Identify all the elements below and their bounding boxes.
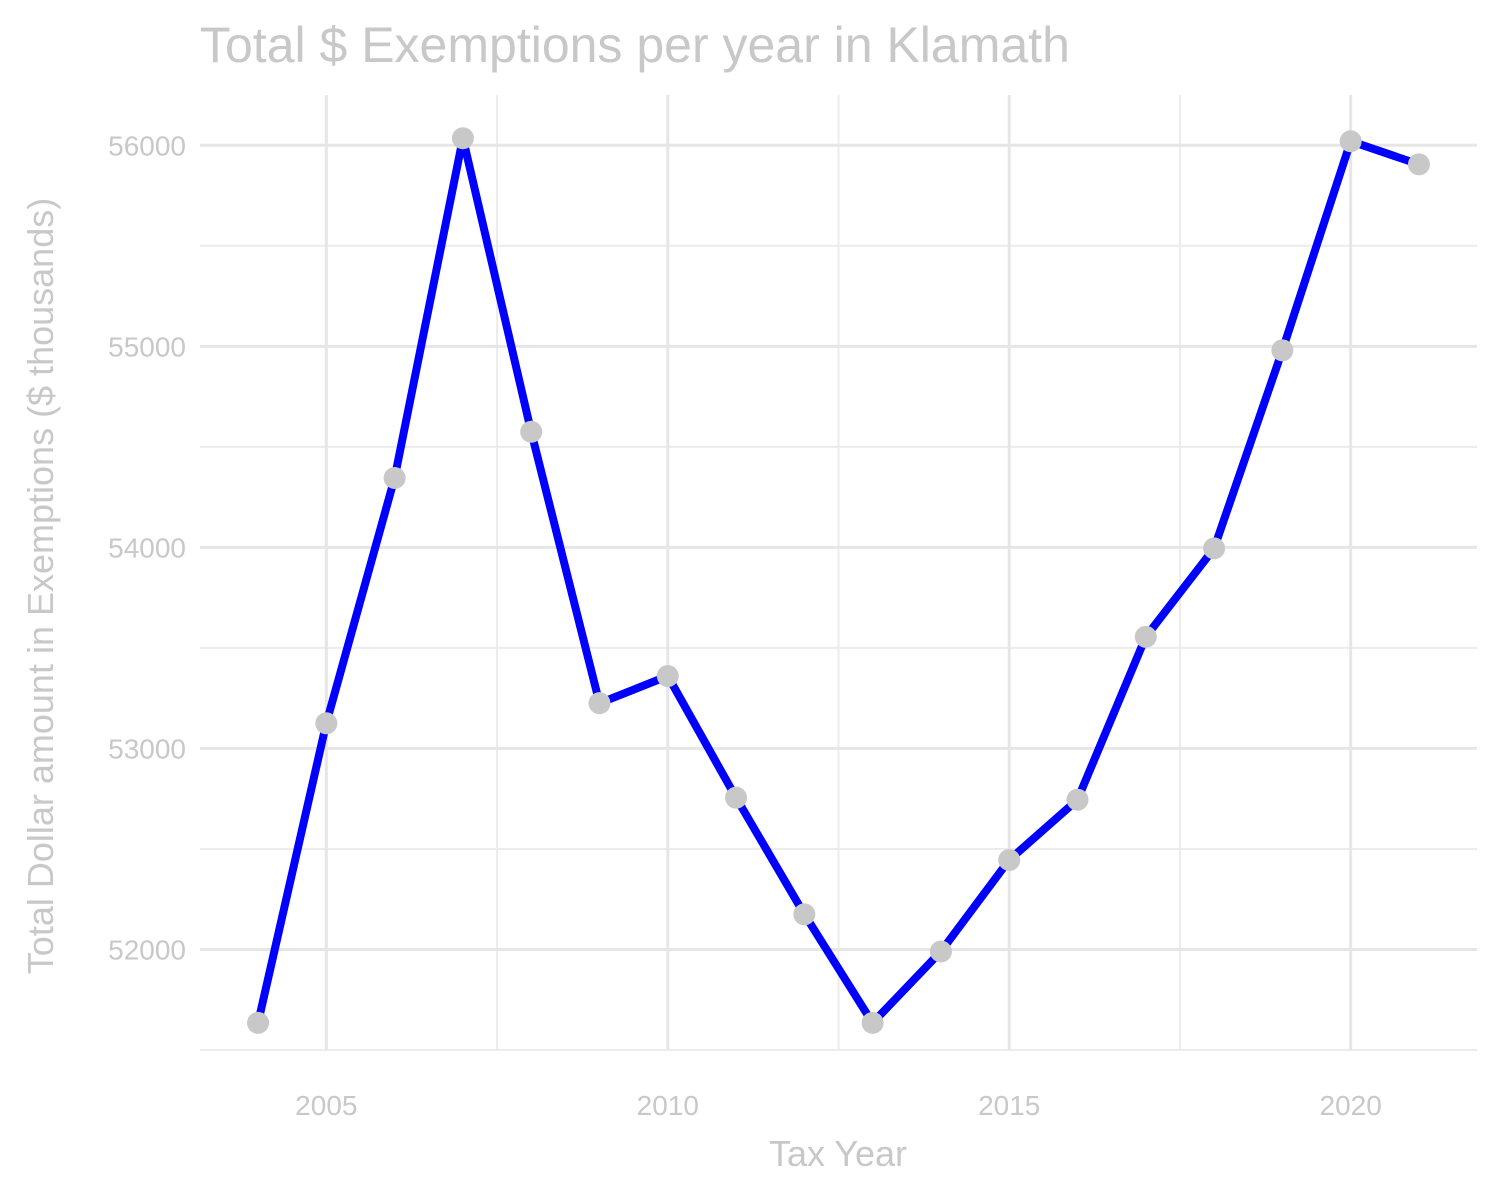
chart-title: Total $ Exemptions per year in Klamath — [200, 17, 1070, 73]
data-point — [1066, 788, 1089, 811]
x-tick-label: 2015 — [978, 1090, 1040, 1121]
data-point — [861, 1011, 884, 1034]
y-axis-title: Total Dollar amount in Exemptions ($ tho… — [20, 198, 61, 974]
series-line — [254, 134, 1423, 1027]
y-tick-label: 53000 — [108, 733, 186, 764]
data-point — [247, 1011, 270, 1034]
data-point — [725, 786, 748, 809]
y-tick-label: 52000 — [108, 934, 186, 965]
data-point — [383, 467, 406, 490]
data-point — [588, 692, 611, 715]
data-point — [656, 665, 679, 688]
data-point — [793, 903, 816, 926]
series-layer — [247, 127, 1430, 1034]
data-point — [1339, 130, 1362, 153]
x-tick-label: 2010 — [637, 1090, 699, 1121]
x-tick-label: 2020 — [1320, 1090, 1382, 1121]
y-tick-label: 55000 — [108, 331, 186, 362]
data-point — [929, 940, 952, 963]
y-tick-label: 56000 — [108, 130, 186, 161]
data-point — [1203, 537, 1226, 560]
y-tick-label: 54000 — [108, 532, 186, 563]
data-point — [998, 849, 1021, 872]
tick-labels: 52000 53000 54000 55000 56000 2005 2010 2015 202… — [108, 130, 1382, 1121]
data-point — [520, 420, 543, 443]
data-point — [1407, 153, 1430, 176]
x-axis-title: Tax Year — [769, 1133, 907, 1174]
data-point — [451, 127, 474, 150]
data-point — [315, 712, 338, 735]
x-tick-label: 2005 — [295, 1090, 357, 1121]
data-point — [1271, 339, 1294, 362]
grid — [200, 95, 1477, 1051]
data-point — [1134, 625, 1157, 648]
